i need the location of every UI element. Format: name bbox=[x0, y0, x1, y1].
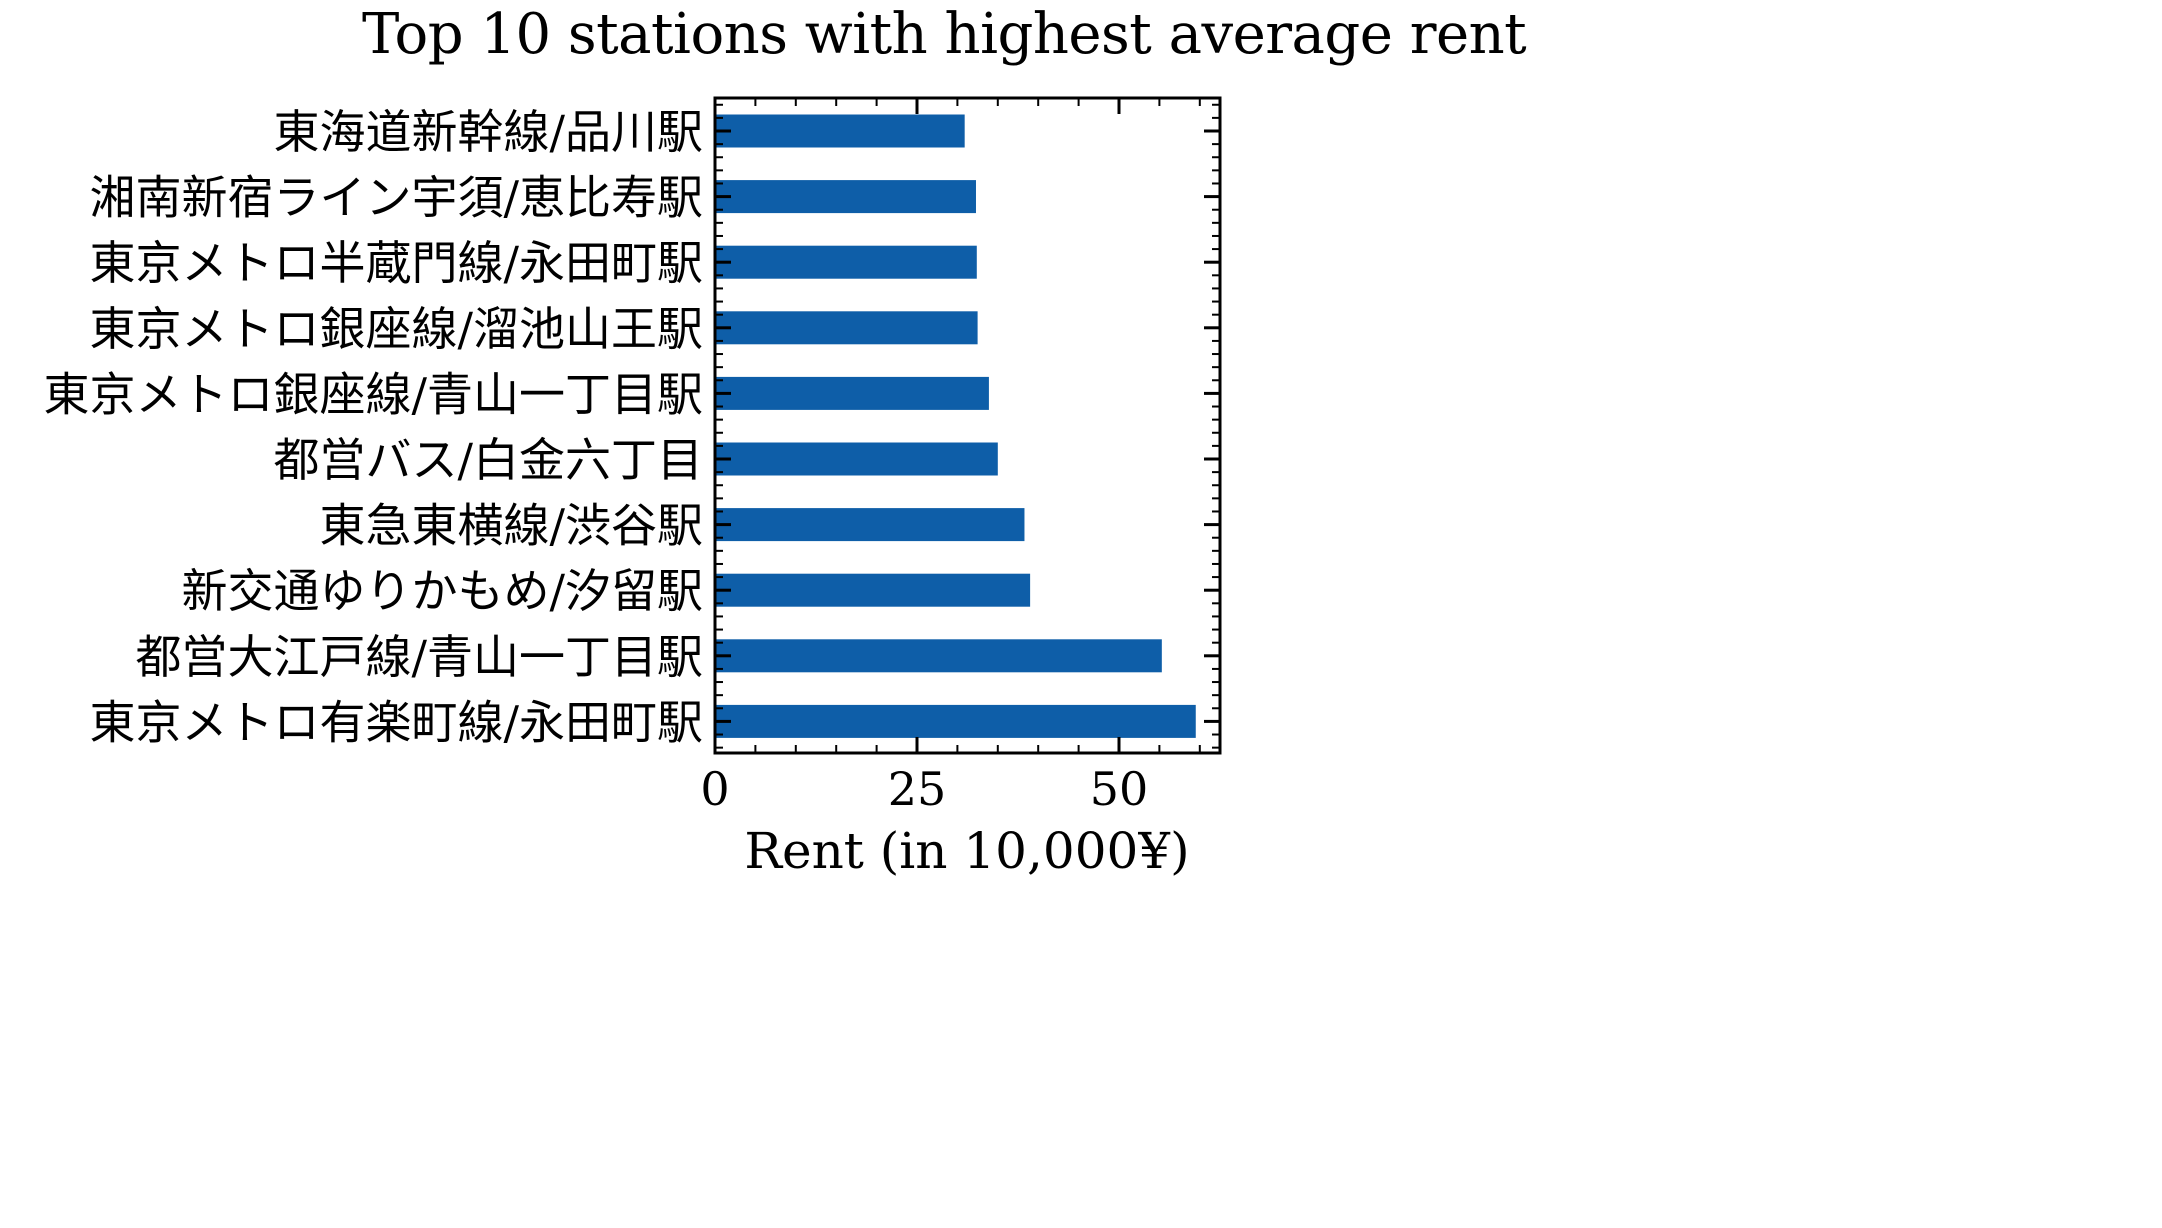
bar bbox=[715, 508, 1025, 542]
x-tick-labels: 0 25 50 bbox=[700, 762, 1148, 816]
bar bbox=[715, 245, 977, 279]
y-tick-label: 東京メトロ半蔵門線/永田町駅 bbox=[90, 236, 704, 290]
y-tick-label: 湘南新宿ライン宇須/恵比寿駅 bbox=[90, 171, 704, 225]
bar bbox=[715, 114, 965, 148]
bar bbox=[715, 573, 1031, 607]
y-tick-label: 東京メトロ銀座線/溜池山王駅 bbox=[90, 302, 704, 356]
y-tick-label: 東京メトロ銀座線/青山一丁目駅 bbox=[44, 367, 704, 421]
chart-title: Top 10 stations with highest average ren… bbox=[362, 2, 1527, 67]
y-tick-label: 東海道新幹線/品川駅 bbox=[274, 105, 704, 159]
x-tick-label: 0 bbox=[700, 762, 729, 816]
bar bbox=[715, 311, 978, 345]
bar bbox=[715, 442, 998, 476]
y-tick-label: 新交通ゆりかもめ/汐留駅 bbox=[182, 564, 704, 618]
x-tick-label: 25 bbox=[888, 762, 947, 816]
bars-layer bbox=[715, 114, 1196, 738]
bar-chart: 東海道新幹線/品川駅湘南新宿ライン宇須/恵比寿駅東京メトロ半蔵門線/永田町駅東京… bbox=[44, 96, 1222, 880]
bar bbox=[715, 376, 989, 410]
y-tick-label: 東京メトロ有楽町線/永田町駅 bbox=[90, 695, 704, 749]
plot-frame bbox=[713, 96, 1222, 755]
bar bbox=[715, 180, 976, 214]
y-tick-label: 東急東横線/渋谷駅 bbox=[320, 499, 704, 553]
x-axis-label: Rent (in 10,000¥) bbox=[744, 822, 1189, 880]
y-tick-label: 都営バス/白金六丁目 bbox=[274, 433, 704, 487]
bar bbox=[715, 704, 1196, 738]
y-tick-labels: 東海道新幹線/品川駅湘南新宿ライン宇須/恵比寿駅東京メトロ半蔵門線/永田町駅東京… bbox=[44, 105, 704, 749]
y-tick-label: 都営大江戸線/青山一丁目駅 bbox=[136, 630, 704, 684]
bar bbox=[715, 639, 1162, 673]
x-tick-label: 50 bbox=[1090, 762, 1149, 816]
